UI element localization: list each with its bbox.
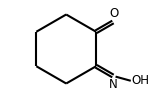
Text: OH: OH bbox=[131, 74, 149, 87]
Text: O: O bbox=[109, 7, 118, 20]
Text: N: N bbox=[109, 78, 118, 91]
